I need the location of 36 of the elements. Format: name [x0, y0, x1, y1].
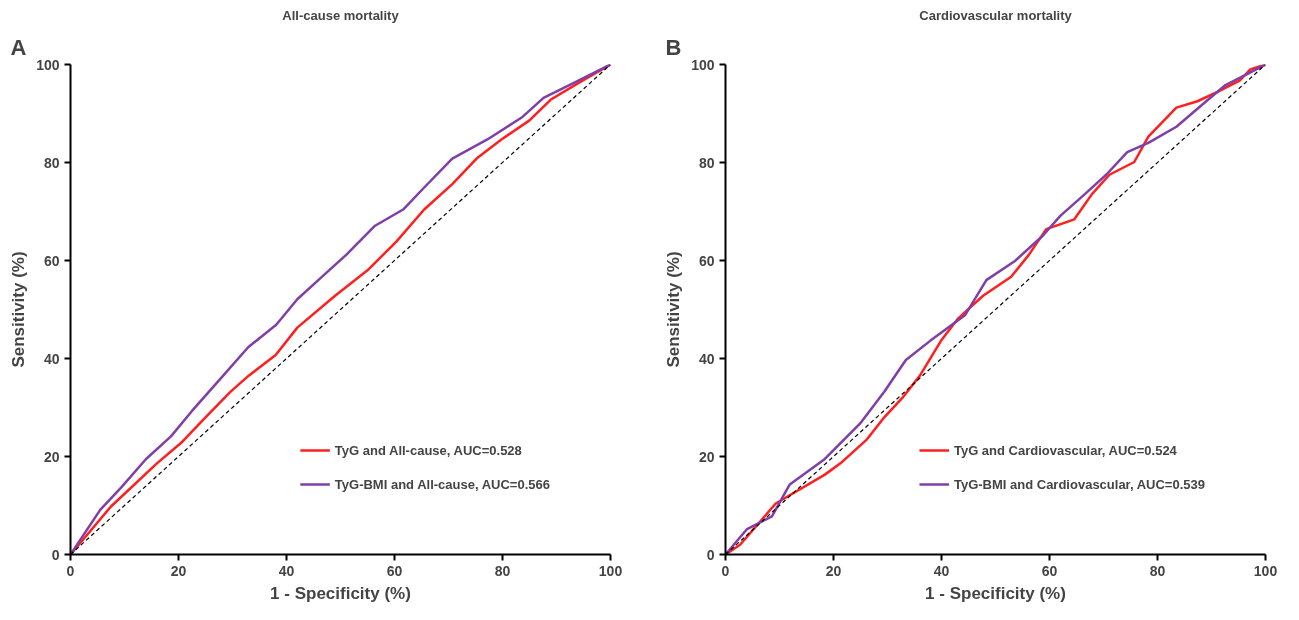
x-tick-label: 80	[494, 562, 511, 579]
y-tick-label: 80	[43, 154, 60, 171]
legend-label: TyG and All-cause, AUC=0.528	[334, 442, 522, 458]
legend-label: TyG and Cardiovascular, AUC=0.524	[953, 442, 1177, 458]
y-tick-label: 60	[698, 252, 715, 269]
chart-title: All-cause mortality	[282, 7, 400, 23]
x-tick-label: 20	[825, 562, 842, 579]
x-tick-label: 40	[933, 562, 950, 579]
chart-title: Cardiovascular mortality	[919, 7, 1073, 23]
y-tick-label: 0	[51, 546, 60, 563]
y-tick-label: 40	[43, 350, 60, 367]
y-tick-label: 100	[691, 56, 715, 73]
y-axis-title: Sensitivity (%)	[664, 251, 684, 368]
x-tick-label: 100	[598, 562, 623, 579]
text: B	[665, 34, 682, 60]
x-axis-title: 1 - Specificity (%)	[270, 583, 411, 603]
x-tick-label: 100	[1253, 562, 1278, 579]
x-tick-label: 60	[1041, 562, 1058, 579]
text: A	[10, 34, 27, 60]
legend-label: TyG-BMI and All-cause, AUC=0.566	[334, 476, 550, 492]
x-tick-label: 0	[721, 562, 730, 579]
y-tick-label: 100	[36, 56, 60, 73]
x-tick-label: 0	[66, 562, 75, 579]
y-tick-label: 60	[43, 252, 60, 269]
x-tick-label: 80	[1149, 562, 1166, 579]
x-tick-label: 20	[170, 562, 187, 579]
x-tick-label: 60	[386, 562, 403, 579]
y-tick-label: 40	[698, 350, 715, 367]
y-tick-label: 20	[43, 448, 60, 465]
x-tick-label: 40	[278, 562, 295, 579]
y-tick-label: 0	[706, 546, 715, 563]
legend-label: TyG-BMI and Cardiovascular, AUC=0.539	[953, 476, 1205, 492]
y-axis-title: Sensitivity (%)	[9, 251, 29, 368]
y-tick-label: 80	[698, 154, 715, 171]
y-tick-label: 20	[698, 448, 715, 465]
x-axis-title: 1 - Specificity (%)	[925, 583, 1066, 603]
